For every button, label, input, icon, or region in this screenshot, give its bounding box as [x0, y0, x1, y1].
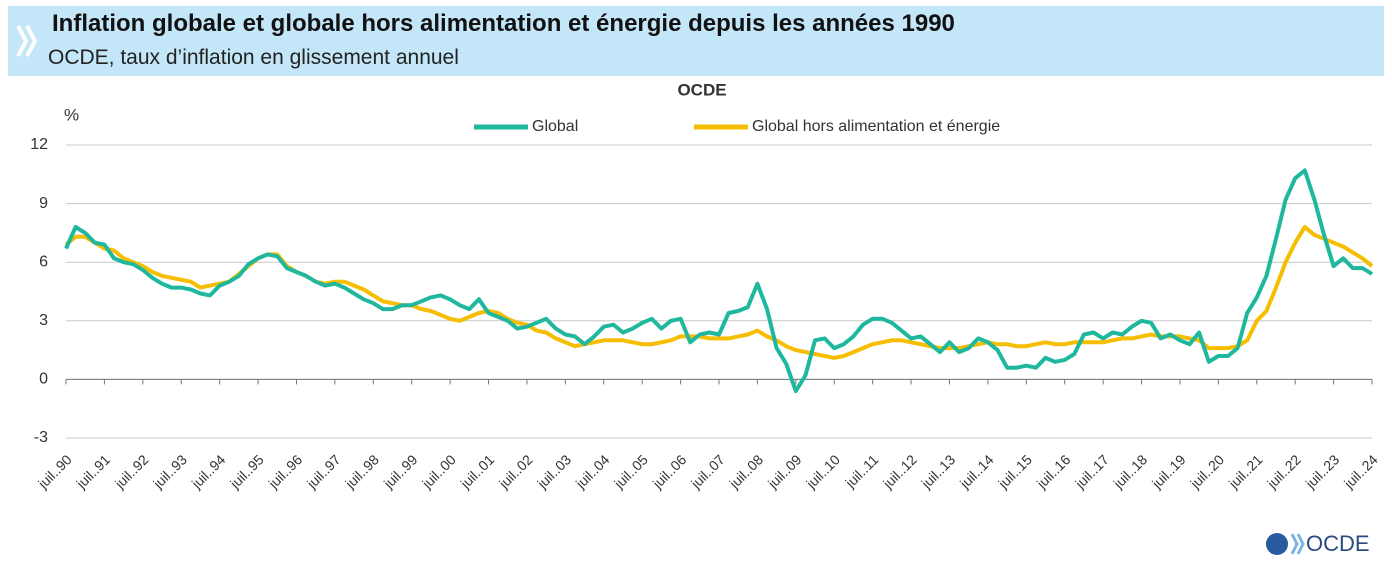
x-tick-label: juil..90	[34, 451, 75, 492]
logo-globe	[1266, 533, 1288, 555]
x-tick-label: juil..10	[802, 451, 843, 492]
x-tick-label: juil..00	[418, 451, 459, 492]
x-tick-label: juil..13	[918, 451, 959, 492]
y-tick-label: 3	[39, 312, 48, 329]
x-tick-label: juil..04	[572, 451, 613, 492]
y-tick-label: 6	[39, 253, 48, 270]
x-tick-label: juil..03	[533, 451, 574, 492]
y-tick-label: 12	[30, 136, 48, 153]
x-tick-label: juil..91	[73, 451, 114, 492]
x-tick-label: juil..97	[303, 451, 344, 492]
x-tick-label: juil..14	[956, 451, 997, 492]
x-tick-label: juil..16	[1033, 451, 1074, 492]
header-band	[8, 6, 1384, 76]
x-tick-label: juil..20	[1186, 451, 1227, 492]
x-tick-label: juil..18	[1110, 451, 1151, 492]
subtitle: OCDE, taux d’inflation en glissement ann…	[48, 46, 459, 69]
x-tick-label: juil..96	[265, 451, 306, 492]
chart-title: OCDE	[677, 80, 726, 99]
x-tick-label: juil..12	[879, 451, 920, 492]
legend-label: Global hors alimentation et énergie	[752, 118, 1000, 135]
logo-text: OCDE	[1306, 531, 1370, 556]
x-tick-label: juil..24	[1340, 451, 1381, 492]
x-tick-label: juil..95	[226, 451, 267, 492]
x-tick-label: juil..09	[764, 451, 805, 492]
x-tick-label: juil..98	[341, 451, 382, 492]
y-tick-label: 9	[39, 195, 48, 212]
x-tick-label: juil..92	[111, 451, 152, 492]
chevron-icon	[16, 25, 38, 57]
y-tick-label: 0	[39, 371, 48, 388]
x-tick-label: juil..07	[687, 451, 728, 492]
x-tick-label: juil..05	[610, 451, 651, 492]
x-tick-label: juil..19	[1148, 451, 1189, 492]
y-unit: %	[64, 105, 79, 124]
title: Inflation globale et globale hors alimen…	[52, 10, 955, 37]
x-tick-label: juil..22	[1263, 451, 1304, 492]
x-tick-label: juil..06	[649, 451, 690, 492]
x-tick-label: juil..21	[1225, 451, 1266, 492]
x-tick-label: juil..99	[380, 451, 421, 492]
x-tick-label: juil..93	[149, 451, 190, 492]
logo-chevrons	[1290, 533, 1305, 555]
x-tick-label: juil..17	[1071, 451, 1112, 492]
x-tick-label: juil..01	[457, 451, 498, 492]
series-line	[64, 168, 1374, 394]
x-tick-label: juil..23	[1302, 451, 1343, 492]
x-tick-label: juil..08	[726, 451, 767, 492]
x-tick-label: juil..15	[994, 451, 1035, 492]
legend-label: Global	[532, 118, 578, 135]
x-tick-label: juil..11	[841, 451, 881, 491]
x-tick-label: juil..94	[188, 451, 229, 492]
y-tick-label: -3	[34, 429, 48, 446]
x-tick-label: juil..02	[495, 451, 536, 492]
